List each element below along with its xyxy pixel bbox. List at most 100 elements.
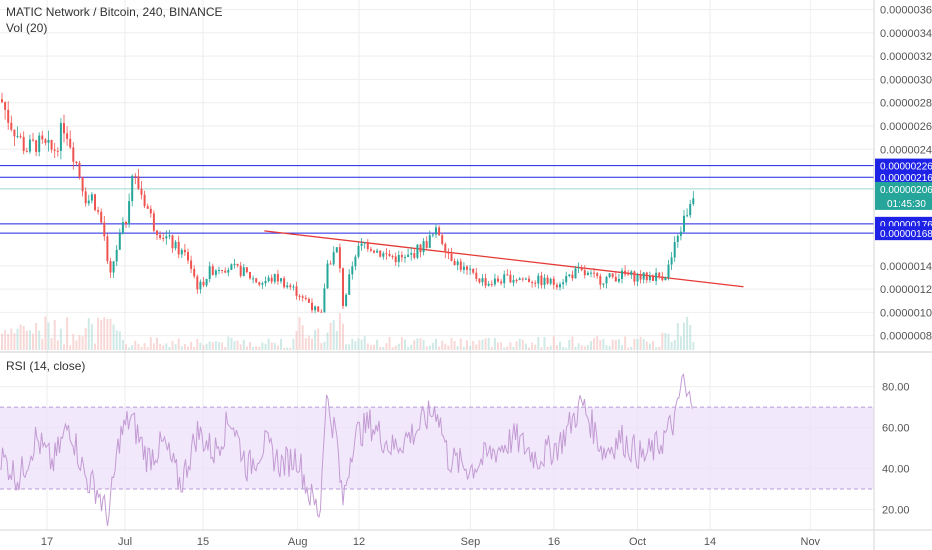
volume-bar [171, 340, 174, 350]
volume-bar [388, 337, 391, 350]
candle [171, 235, 174, 249]
volume-bar [292, 338, 295, 350]
volume-bar [500, 342, 503, 350]
candle [131, 175, 134, 202]
volume-bar [540, 347, 543, 350]
candle [295, 286, 298, 296]
candle [593, 272, 596, 274]
candle [75, 161, 78, 164]
volume-bar [301, 325, 304, 350]
volume-bar [183, 343, 186, 350]
candle [546, 277, 549, 284]
candle [376, 250, 379, 253]
x-tick-label: Oct [629, 536, 646, 548]
candle [152, 213, 155, 231]
candle [304, 297, 307, 300]
volume-bar [444, 343, 447, 350]
candle [239, 265, 242, 276]
candle [617, 278, 620, 282]
candle [627, 274, 630, 276]
volume-bar [72, 334, 75, 350]
volume-bar [239, 344, 242, 350]
volume-bar [66, 317, 69, 350]
candle [211, 266, 214, 275]
volume-bar [568, 339, 571, 350]
x-tick-label: 16 [548, 536, 560, 548]
volume-bar [416, 338, 419, 350]
volume-bar [38, 330, 41, 350]
candle [94, 194, 96, 211]
candle [679, 231, 682, 236]
volume-bar [7, 334, 10, 350]
volume-bar [509, 342, 512, 350]
candle [348, 274, 351, 295]
candle [245, 267, 248, 273]
candle [165, 236, 168, 239]
volume-indicator-label[interactable]: Vol (20) [6, 21, 47, 35]
volume-bar [590, 341, 592, 350]
candle [236, 263, 239, 266]
candle [602, 283, 605, 285]
volume-bar [190, 341, 193, 350]
candle [484, 278, 487, 286]
candle [630, 271, 633, 275]
candle [521, 278, 524, 280]
volume-bar [41, 338, 44, 350]
candle [407, 254, 410, 258]
candle [128, 201, 131, 225]
volume-bar [456, 345, 459, 350]
volume-bar [50, 338, 53, 350]
x-tick-label: Sep [461, 536, 481, 548]
volume-bar [4, 330, 7, 350]
candle [280, 278, 282, 282]
volume-bar [611, 339, 614, 350]
candle [28, 139, 31, 152]
volume-bar [624, 336, 627, 350]
candle [35, 140, 38, 153]
candle [633, 271, 636, 282]
candle [673, 242, 676, 258]
volume-bar [484, 338, 487, 350]
candle [314, 306, 317, 311]
volume-bar [385, 343, 388, 350]
candle [614, 276, 617, 282]
volume-bar [580, 345, 583, 350]
level-lines [0, 165, 874, 288]
volume-bar [435, 338, 437, 350]
candle [580, 267, 583, 271]
volume-bar [264, 343, 267, 350]
rsi-indicator-label[interactable]: RSI (14, close) [6, 359, 85, 373]
rsi-series [0, 373, 693, 526]
candle [137, 176, 140, 189]
candle [645, 272, 648, 281]
candle [13, 129, 16, 137]
volume-bar [692, 341, 695, 350]
volume-bar [84, 328, 87, 350]
volume-bar [81, 336, 84, 350]
volume-bar [366, 343, 369, 350]
candle [50, 139, 53, 150]
candle [456, 261, 459, 265]
candle [66, 133, 69, 139]
candle [385, 253, 388, 255]
candle [500, 281, 503, 284]
candle [431, 234, 434, 236]
volume-bar [404, 339, 406, 350]
candle [301, 296, 304, 298]
candle [466, 266, 468, 270]
candle [205, 279, 208, 286]
candle [639, 274, 642, 280]
volume-bar [605, 345, 608, 350]
candle [357, 245, 360, 257]
volume-bar [466, 340, 468, 350]
volume-bar [487, 337, 490, 350]
volume-bar [373, 344, 375, 350]
volume-bar [413, 340, 416, 350]
volume-bar [574, 346, 577, 350]
volume-bar [369, 345, 372, 350]
